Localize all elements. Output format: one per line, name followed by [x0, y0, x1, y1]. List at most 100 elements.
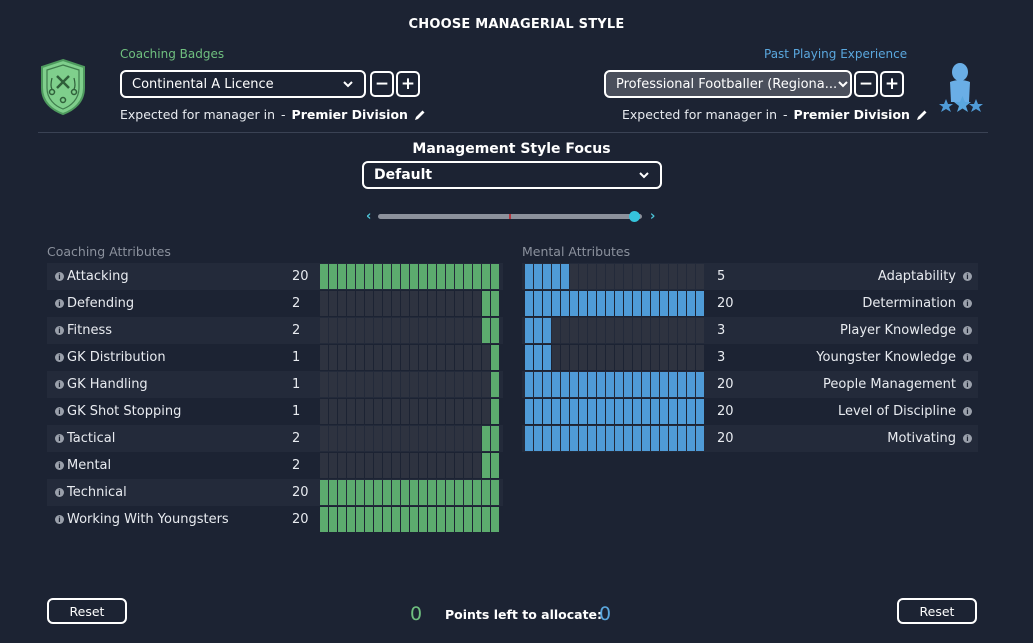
bar-segment [615, 399, 623, 424]
attribute-bar[interactable] [320, 480, 499, 505]
pencil-icon[interactable] [916, 109, 928, 121]
bar-segment [660, 318, 668, 343]
mental-attribute-row: 3 Player Knowledge i [522, 317, 978, 344]
info-icon[interactable]: i [55, 488, 64, 497]
past-playing-value: Professional Footballer (Regiona... [616, 76, 838, 92]
focus-slider-handle[interactable] [629, 211, 641, 222]
bar-segment [660, 399, 668, 424]
info-icon[interactable]: i [963, 299, 972, 308]
bar-segment [329, 372, 337, 397]
slider-left-arrow-icon[interactable]: ‹ [366, 209, 372, 224]
info-icon[interactable]: i [963, 380, 972, 389]
attribute-bar[interactable] [525, 426, 704, 451]
bar-segment [446, 507, 454, 532]
info-icon[interactable]: i [963, 353, 972, 362]
bar-segment [455, 507, 463, 532]
pencil-icon[interactable] [414, 109, 426, 121]
bar-segment [356, 480, 364, 505]
bar-segment [482, 507, 490, 532]
bar-segment [320, 372, 328, 397]
bar-segment [525, 345, 533, 370]
bar-segment [464, 372, 472, 397]
slider-right-arrow-icon[interactable]: › [650, 209, 656, 224]
bar-segment [455, 291, 463, 316]
coaching-badges-plus-button[interactable]: + [396, 71, 420, 97]
bar-segment [473, 345, 481, 370]
bar-segment [473, 507, 481, 532]
bar-segment [669, 291, 677, 316]
attribute-bar[interactable] [320, 399, 499, 424]
attribute-bar[interactable] [525, 291, 704, 316]
bar-segment [374, 453, 382, 478]
bar-segment [347, 345, 355, 370]
attribute-bar[interactable] [320, 291, 499, 316]
info-icon[interactable]: i [963, 434, 972, 443]
attribute-value: 1 [292, 350, 301, 365]
info-icon[interactable]: i [55, 326, 64, 335]
bar-segment [597, 372, 605, 397]
coaching-badges-dropdown[interactable]: Continental A Licence [120, 70, 366, 98]
past-playing-minus-button[interactable]: − [854, 71, 878, 97]
attribute-bar[interactable] [320, 453, 499, 478]
info-icon[interactable]: i [55, 407, 64, 416]
info-icon[interactable]: i [963, 407, 972, 416]
info-icon[interactable]: i [55, 380, 64, 389]
reset-coaching-button[interactable]: Reset [47, 598, 127, 624]
bar-segment [437, 291, 445, 316]
attribute-bar[interactable] [525, 318, 704, 343]
mental-attribute-row: 5 Adaptability i [522, 263, 978, 290]
bar-segment [320, 291, 328, 316]
info-icon[interactable]: i [55, 272, 64, 281]
bar-segment [687, 318, 695, 343]
attribute-name: GK Handling [67, 377, 148, 392]
bar-segment [338, 480, 346, 505]
info-icon[interactable]: i [55, 434, 64, 443]
bar-segment [455, 480, 463, 505]
bar-segment [419, 291, 427, 316]
attribute-bar[interactable] [320, 426, 499, 451]
bar-segment [392, 426, 400, 451]
info-icon[interactable]: i [963, 326, 972, 335]
info-icon[interactable]: i [55, 353, 64, 362]
bar-segment [428, 426, 436, 451]
attribute-bar[interactable] [525, 399, 704, 424]
bar-segment [660, 264, 668, 289]
focus-dropdown[interactable]: Default [362, 161, 662, 189]
info-icon[interactable]: i [963, 272, 972, 281]
attribute-bar[interactable] [525, 372, 704, 397]
past-playing-plus-button[interactable]: + [880, 71, 904, 97]
info-icon[interactable]: i [55, 299, 64, 308]
bar-segment [651, 372, 659, 397]
bar-segment [473, 264, 481, 289]
attribute-bar[interactable] [320, 372, 499, 397]
attribute-name: Mental [67, 458, 112, 473]
bar-segment [543, 318, 551, 343]
info-icon[interactable]: i [55, 515, 64, 524]
bar-segment [624, 345, 632, 370]
attribute-bar[interactable] [320, 264, 499, 289]
bar-segment [597, 399, 605, 424]
bar-segment [597, 264, 605, 289]
bar-segment [347, 399, 355, 424]
bar-segment [491, 264, 499, 289]
bar-segment [597, 345, 605, 370]
bar-segment [401, 345, 409, 370]
attribute-bar[interactable] [320, 345, 499, 370]
attribute-value: 20 [717, 296, 734, 311]
attribute-bar[interactable] [320, 318, 499, 343]
info-icon[interactable]: i [55, 461, 64, 470]
coaching-badges-minus-button[interactable]: − [370, 71, 394, 97]
bar-segment [651, 318, 659, 343]
past-playing-dropdown[interactable]: Professional Footballer (Regiona... [604, 70, 852, 98]
bar-segment [606, 264, 614, 289]
coaching-badges-value: Continental A Licence [132, 76, 274, 92]
bar-segment [356, 426, 364, 451]
bar-segment [329, 507, 337, 532]
attribute-bar[interactable] [525, 345, 704, 370]
bar-segment [552, 426, 560, 451]
attribute-bar[interactable] [525, 264, 704, 289]
bar-segment [473, 426, 481, 451]
reset-mental-button[interactable]: Reset [897, 598, 977, 624]
attribute-bar[interactable] [320, 507, 499, 532]
bar-segment [365, 345, 373, 370]
